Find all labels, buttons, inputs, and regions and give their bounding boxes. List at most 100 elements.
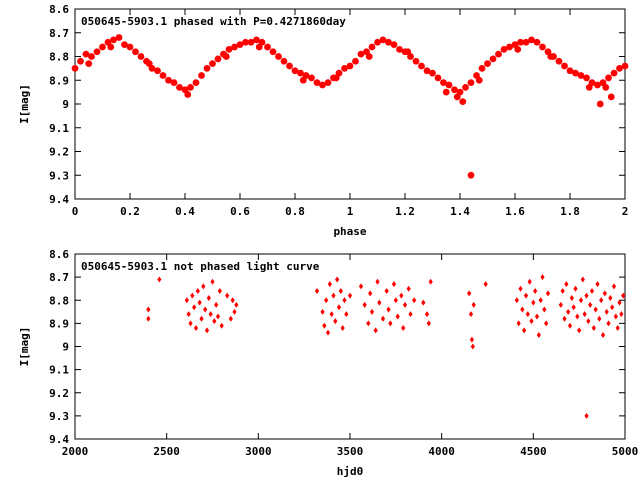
data-point [522, 38, 530, 46]
data-point [85, 60, 93, 68]
data-point [126, 43, 134, 51]
data-point [584, 292, 589, 299]
data-point [527, 278, 532, 285]
x-tick-label: 3500 [337, 445, 364, 458]
data-point [396, 45, 403, 53]
data-point [342, 297, 347, 304]
data-point [567, 322, 573, 329]
data-point [617, 299, 622, 306]
data-point [607, 93, 615, 101]
data-point [110, 36, 117, 44]
data-point [368, 43, 376, 51]
data-point [619, 311, 624, 318]
data-point [610, 69, 618, 77]
data-point [198, 72, 205, 79]
data-point [602, 83, 610, 91]
data-point [242, 38, 249, 46]
data-point [299, 76, 307, 84]
data-point [225, 292, 230, 299]
data-point [426, 320, 431, 327]
data-series [146, 274, 626, 419]
data-point [538, 297, 543, 304]
data-point [467, 290, 472, 297]
data-point [525, 311, 530, 318]
data-point [564, 281, 569, 288]
data-point [366, 320, 371, 327]
x-axis-label: phase [333, 225, 366, 238]
data-point [264, 43, 271, 51]
data-point [462, 83, 469, 91]
data-point [379, 36, 387, 44]
data-point [536, 331, 541, 338]
x-tick-label: 0.2 [120, 205, 140, 218]
data-point [540, 274, 545, 281]
data-point [611, 283, 617, 290]
data-point [368, 290, 373, 297]
data-point [377, 299, 382, 306]
x-tick-label: 3000 [245, 445, 272, 458]
y-tick-label: 9.3 [49, 410, 69, 423]
data-point [522, 327, 527, 334]
data-point [562, 315, 567, 322]
data-point [516, 320, 521, 327]
data-point [115, 34, 123, 41]
data-point [471, 301, 476, 308]
data-point [385, 38, 392, 46]
data-point [327, 281, 332, 288]
data-point [470, 343, 475, 350]
data-point [585, 83, 593, 91]
data-point [291, 67, 299, 75]
data-point [408, 311, 413, 318]
data-point [484, 60, 491, 68]
data-point [222, 53, 230, 60]
data-point [325, 329, 331, 336]
data-point [199, 315, 204, 322]
y-tick-label: 9.3 [49, 169, 69, 182]
data-point [605, 74, 612, 82]
x-tick-label: 1.4 [450, 205, 470, 218]
data-point [569, 294, 574, 301]
data-point [145, 60, 153, 68]
data-point [395, 313, 400, 320]
y-tick-label: 8.8 [49, 294, 69, 307]
data-point [203, 306, 208, 313]
data-point [170, 79, 178, 87]
data-point [533, 38, 541, 46]
data-point [577, 327, 582, 334]
data-point [596, 100, 604, 108]
data-point [253, 36, 260, 44]
chart-panel-1: 0 0.2 0.4 0.6 0.8 1 1.2 1.4 1.6 1.8 2 8.6 8.7 8.8 8.9 9… [18, 3, 629, 238]
data-point [514, 45, 522, 53]
data-point [434, 74, 442, 82]
x-tick-label: 0.4 [175, 205, 195, 218]
data-point [578, 297, 584, 304]
data-point [217, 288, 222, 294]
data-point [346, 62, 354, 70]
data-point [215, 313, 221, 320]
data-point [558, 301, 563, 308]
data-point [599, 297, 604, 304]
x-tick-label: 1.8 [560, 205, 580, 218]
x-tick-label: 0.8 [285, 205, 305, 218]
data-point [219, 322, 224, 329]
data-point [514, 297, 519, 304]
data-point [347, 292, 353, 299]
data-point [561, 62, 568, 70]
data-point [588, 301, 593, 308]
x-tick-label: 2 [622, 205, 629, 218]
data-point [600, 331, 606, 338]
x-tick-label: 5000 [612, 445, 639, 458]
data-point [531, 299, 536, 306]
data-point [137, 53, 145, 60]
data-point [214, 301, 219, 308]
data-point [331, 292, 336, 299]
data-point [159, 72, 167, 79]
x-tick-label: 4000 [428, 445, 455, 458]
data-point [333, 318, 338, 325]
data-point [308, 74, 315, 82]
data-point [423, 67, 431, 75]
x-tick-label: 1.2 [395, 205, 415, 218]
data-point [365, 53, 373, 60]
data-point [352, 57, 359, 65]
data-point [231, 43, 238, 51]
